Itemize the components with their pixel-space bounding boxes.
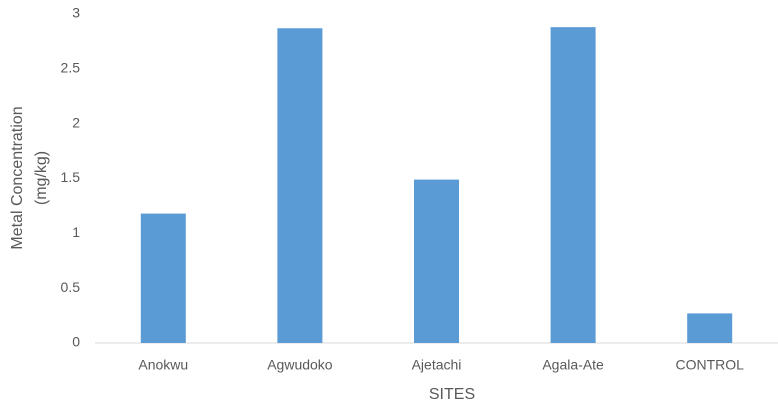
bar (550, 27, 596, 343)
x-tick-label: Agwudoko (267, 357, 333, 373)
bar (277, 28, 323, 344)
bar (414, 179, 459, 343)
x-tick-label: Anokwu (138, 357, 188, 373)
x-axis-title: SITES (429, 386, 475, 403)
bar (140, 213, 186, 343)
y-axis-title: (mg/kg) (33, 151, 50, 205)
y-tick-label: 1.5 (61, 169, 81, 185)
y-tick-label: 3 (72, 5, 80, 21)
x-tick-label: Agala-Ate (542, 357, 604, 373)
bar (687, 313, 733, 343)
y-tick-label: 2 (72, 114, 80, 130)
x-tick-label: Ajetachi (412, 357, 462, 373)
y-tick-label: 2.5 (61, 60, 81, 76)
y-axis-title: Metal Concentration (9, 106, 26, 249)
x-tick-label: CONTROL (675, 357, 744, 373)
y-tick-label: 0.5 (61, 279, 81, 295)
y-tick-label: 1 (72, 224, 80, 240)
y-tick-label: 0 (72, 334, 80, 350)
